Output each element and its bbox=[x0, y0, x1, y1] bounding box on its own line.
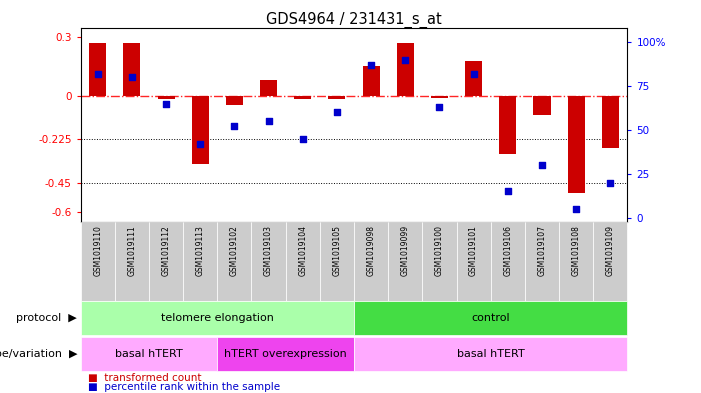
Text: GSM1019104: GSM1019104 bbox=[298, 225, 307, 276]
Point bbox=[229, 123, 240, 130]
Bar bbox=[81, 222, 115, 301]
Bar bbox=[354, 222, 388, 301]
Point bbox=[126, 74, 137, 80]
Text: GSM1019102: GSM1019102 bbox=[230, 225, 239, 276]
Point bbox=[605, 179, 616, 185]
Bar bbox=[559, 222, 593, 301]
Point bbox=[400, 57, 411, 63]
Text: GSM1019103: GSM1019103 bbox=[264, 225, 273, 276]
Bar bbox=[115, 222, 149, 301]
Text: ■  percentile rank within the sample: ■ percentile rank within the sample bbox=[88, 382, 280, 392]
Point bbox=[332, 109, 343, 116]
Point bbox=[502, 188, 513, 195]
Text: GSM1019099: GSM1019099 bbox=[401, 225, 410, 276]
Point bbox=[195, 141, 206, 147]
Bar bbox=[456, 222, 491, 301]
Bar bbox=[123, 43, 140, 95]
Title: GDS4964 / 231431_s_at: GDS4964 / 231431_s_at bbox=[266, 11, 442, 28]
Text: protocol  ▶: protocol ▶ bbox=[16, 313, 77, 323]
Text: GSM1019098: GSM1019098 bbox=[367, 225, 376, 276]
Bar bbox=[260, 80, 277, 95]
Bar bbox=[533, 95, 550, 115]
Point bbox=[92, 70, 103, 77]
Bar bbox=[568, 95, 585, 193]
Bar bbox=[422, 222, 456, 301]
Text: GSM1019112: GSM1019112 bbox=[161, 225, 170, 276]
Text: GSM1019106: GSM1019106 bbox=[503, 225, 512, 276]
Bar bbox=[499, 95, 517, 154]
Bar bbox=[601, 95, 619, 148]
Bar bbox=[217, 337, 354, 371]
Text: GSM1019105: GSM1019105 bbox=[332, 225, 341, 276]
Point bbox=[161, 100, 172, 107]
Bar bbox=[320, 222, 354, 301]
Text: genotype/variation  ▶: genotype/variation ▶ bbox=[0, 349, 77, 359]
Bar bbox=[388, 222, 422, 301]
Bar bbox=[89, 43, 107, 95]
Point bbox=[468, 70, 479, 77]
Bar bbox=[354, 301, 627, 335]
Text: basal hTERT: basal hTERT bbox=[115, 349, 183, 359]
Text: GSM1019107: GSM1019107 bbox=[538, 225, 547, 276]
Text: GSM1019113: GSM1019113 bbox=[196, 225, 205, 276]
Point bbox=[434, 104, 445, 110]
Point bbox=[536, 162, 547, 168]
Bar bbox=[81, 337, 217, 371]
Text: GSM1019111: GSM1019111 bbox=[128, 225, 137, 276]
Bar bbox=[226, 95, 243, 105]
Bar bbox=[81, 301, 354, 335]
Text: ■  transformed count: ■ transformed count bbox=[88, 373, 201, 383]
Bar bbox=[217, 222, 252, 301]
Bar bbox=[491, 222, 525, 301]
Text: control: control bbox=[471, 313, 510, 323]
Bar bbox=[252, 222, 286, 301]
Bar bbox=[465, 61, 482, 95]
Text: hTERT overexpression: hTERT overexpression bbox=[224, 349, 347, 359]
Text: telomere elongation: telomere elongation bbox=[161, 313, 274, 323]
Bar bbox=[183, 222, 217, 301]
Bar bbox=[593, 222, 627, 301]
Bar bbox=[158, 95, 175, 99]
Point bbox=[263, 118, 274, 124]
Text: GSM1019109: GSM1019109 bbox=[606, 225, 615, 276]
Text: basal hTERT: basal hTERT bbox=[457, 349, 524, 359]
Bar bbox=[397, 43, 414, 95]
Text: GSM1019101: GSM1019101 bbox=[469, 225, 478, 276]
Point bbox=[365, 62, 376, 68]
Bar bbox=[328, 95, 346, 99]
Bar bbox=[191, 95, 209, 163]
Bar bbox=[286, 222, 320, 301]
Text: GSM1019100: GSM1019100 bbox=[435, 225, 444, 276]
Bar bbox=[431, 95, 448, 97]
Bar bbox=[149, 222, 183, 301]
Point bbox=[297, 136, 308, 142]
Bar bbox=[362, 66, 380, 95]
Text: GSM1019108: GSM1019108 bbox=[571, 225, 580, 276]
Point bbox=[571, 206, 582, 212]
Bar bbox=[294, 95, 311, 99]
Bar bbox=[525, 222, 559, 301]
Text: GSM1019110: GSM1019110 bbox=[93, 225, 102, 276]
Bar bbox=[354, 337, 627, 371]
